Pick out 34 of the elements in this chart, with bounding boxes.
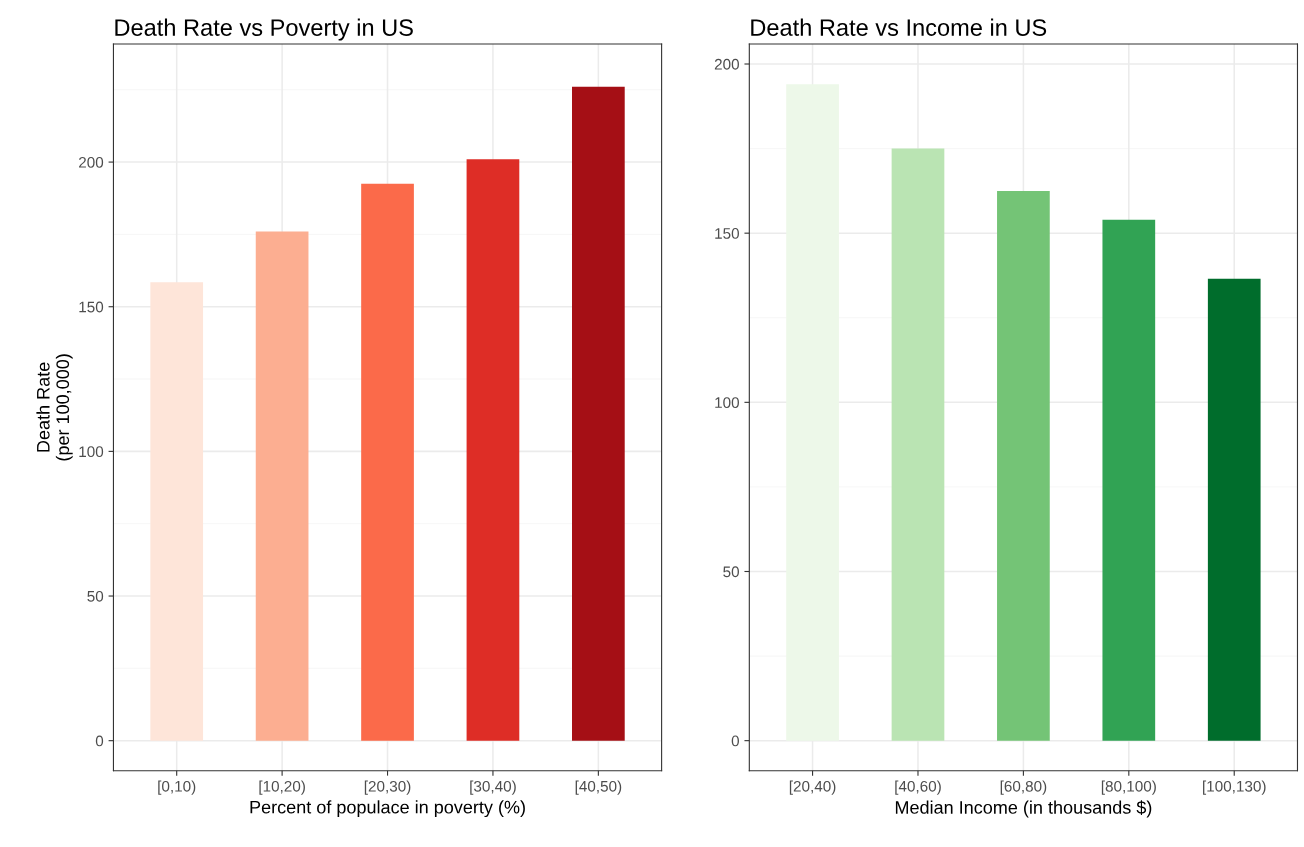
- x-axis-title: Percent of populace in poverty (%): [250, 800, 525, 818]
- bar: [572, 86, 625, 741]
- y-tick-label: 200: [714, 58, 739, 70]
- y-tick-label: 200: [79, 156, 104, 168]
- x-tick-label: [60,80): [1000, 780, 1047, 795]
- chart-title: Death Rate vs Poverty in US: [115, 18, 413, 41]
- x-tick-label: [40,50): [575, 780, 622, 795]
- y-tick-label: 150: [79, 301, 104, 313]
- x-tick-label: [30,40): [470, 780, 516, 795]
- bar: [997, 190, 1050, 741]
- bar: [891, 148, 945, 741]
- bar: [466, 159, 520, 741]
- x-tick-label: [100,130): [1203, 780, 1266, 795]
- x-tick-label: [80,100): [1101, 780, 1156, 795]
- chart-title: Death Rate vs Income in US: [751, 18, 1047, 36]
- x-axis-title: Median Income (in thousands $): [895, 800, 1152, 818]
- bar: [1102, 219, 1156, 741]
- x-tick-label: [40,60): [895, 780, 941, 795]
- y-axis-title: Death Rate (per 100,000): [36, 354, 73, 461]
- bar: [255, 231, 309, 741]
- y-tick-label: 50: [87, 590, 104, 602]
- x-tick-label: [20,40): [789, 780, 836, 795]
- y-tick-label: 100: [79, 446, 104, 458]
- bar: [150, 282, 204, 741]
- bar: [1207, 278, 1261, 741]
- y-tick-label: 0: [731, 735, 739, 747]
- x-tick-label: [20,30): [364, 780, 411, 795]
- y-tick-label: 0: [95, 735, 104, 747]
- y-tick-label: 100: [715, 397, 739, 409]
- y-tick-label: 150: [715, 228, 739, 239]
- y-tick-label: 50: [723, 566, 739, 578]
- x-tick-label: [10,20): [259, 780, 305, 795]
- x-tick-label: [0,10): [158, 780, 196, 795]
- bar: [361, 183, 414, 741]
